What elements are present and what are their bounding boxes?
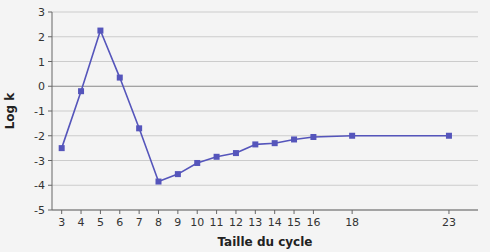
marker <box>291 136 297 142</box>
grid-line <box>52 86 478 87</box>
grid-line <box>52 12 478 13</box>
x-tick <box>119 210 120 214</box>
x-tick-label: 5 <box>97 216 104 229</box>
marker <box>233 150 239 156</box>
x-tick-label: 3 <box>58 216 65 229</box>
marker <box>310 134 316 140</box>
grid-line <box>52 185 478 186</box>
marker <box>214 154 220 160</box>
x-tick-label: 9 <box>174 216 181 229</box>
y-tick <box>48 86 52 87</box>
y-tick-label: 0 <box>38 80 45 93</box>
y-tick <box>48 135 52 136</box>
marker <box>349 133 355 139</box>
y-tick-label: -1 <box>34 105 45 118</box>
x-tick-label: 6 <box>116 216 123 229</box>
y-tick <box>48 185 52 186</box>
x-tick <box>139 210 140 214</box>
x-tick <box>274 210 275 214</box>
y-axis-label: Log k <box>3 92 17 130</box>
y-tick-label: -3 <box>34 155 45 168</box>
x-tick-label: 16 <box>306 216 320 229</box>
x-tick-label: 7 <box>136 216 143 229</box>
marker <box>59 145 65 151</box>
y-tick-label: 3 <box>38 6 45 19</box>
marker <box>117 75 123 81</box>
marker <box>78 88 84 94</box>
y-tick <box>48 61 52 62</box>
x-tick-label: 23 <box>442 216 456 229</box>
x-tick-label: 13 <box>248 216 262 229</box>
y-tick-label: -2 <box>34 130 45 143</box>
x-tick <box>294 210 295 214</box>
x-tick-label: 18 <box>345 216 359 229</box>
grid-line <box>52 210 478 211</box>
x-tick-label: 12 <box>229 216 243 229</box>
x-tick <box>61 210 62 214</box>
x-tick <box>235 210 236 214</box>
y-tick-label: 1 <box>38 56 45 69</box>
x-tick <box>352 210 353 214</box>
grid-line <box>52 61 478 62</box>
chart: -5-4-3-2-101233456789101112131415161823T… <box>0 0 490 252</box>
x-tick <box>255 210 256 214</box>
x-tick <box>216 210 217 214</box>
y-tick <box>48 210 52 211</box>
x-axis-line <box>52 210 478 211</box>
marker <box>272 140 278 146</box>
marker <box>175 171 181 177</box>
x-tick <box>197 210 198 214</box>
y-tick <box>48 160 52 161</box>
grid-line <box>52 160 478 161</box>
x-tick <box>313 210 314 214</box>
grid-line <box>52 111 478 112</box>
x-tick <box>448 210 449 214</box>
x-tick-label: 8 <box>155 216 162 229</box>
marker <box>194 160 200 166</box>
line <box>62 31 449 182</box>
x-tick <box>81 210 82 214</box>
x-tick-label: 11 <box>210 216 224 229</box>
y-tick-label: -5 <box>34 204 45 217</box>
y-tick-label: -4 <box>34 179 45 192</box>
marker <box>136 125 142 131</box>
marker <box>252 141 258 147</box>
y-axis-line <box>52 12 53 210</box>
x-tick-label: 4 <box>78 216 85 229</box>
x-tick <box>100 210 101 214</box>
x-axis-label: Taille du cycle <box>217 235 312 249</box>
y-tick-label: 2 <box>38 31 45 44</box>
x-tick-label: 10 <box>190 216 204 229</box>
x-tick-label: 15 <box>287 216 301 229</box>
y-tick <box>48 111 52 112</box>
marker <box>156 179 162 185</box>
x-tick <box>177 210 178 214</box>
y-tick <box>48 12 52 13</box>
grid-line <box>52 36 478 37</box>
plot-area <box>59 28 452 185</box>
x-tick <box>158 210 159 214</box>
marker <box>446 133 452 139</box>
y-tick <box>48 36 52 37</box>
marker <box>97 28 103 34</box>
x-tick-label: 14 <box>268 216 282 229</box>
